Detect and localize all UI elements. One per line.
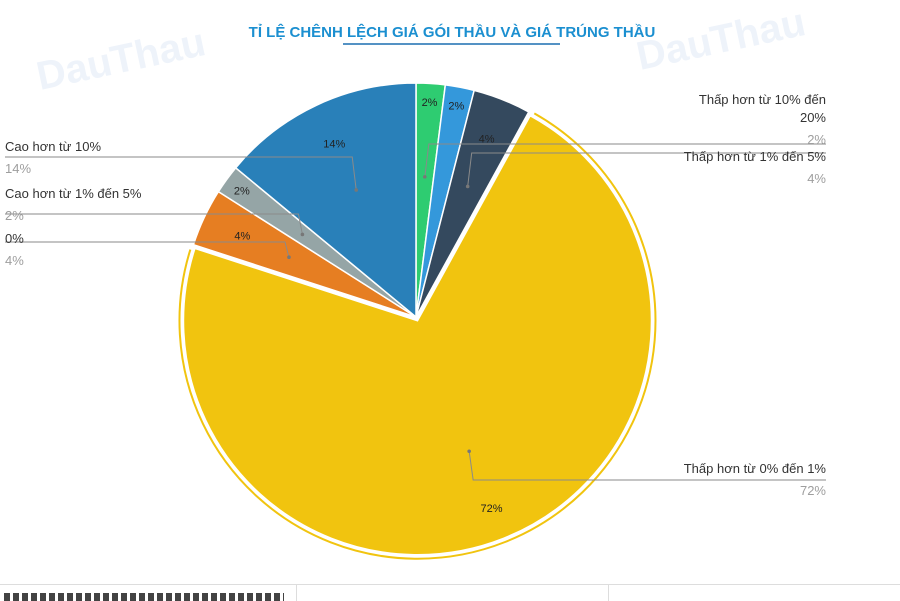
leader-line <box>467 152 826 187</box>
slice-value-label: 2% <box>234 185 250 197</box>
leader-line <box>468 451 826 481</box>
watermark-text: DauThau <box>33 20 210 99</box>
category-percent-label: 72% <box>800 483 826 498</box>
leader-dot <box>467 449 471 454</box>
leader-line <box>424 143 826 177</box>
cut-off-text <box>4 593 284 601</box>
category-percent-label: 2% <box>5 208 24 223</box>
slice-value-label: 14% <box>323 138 345 150</box>
slice-highlight-ring <box>178 112 657 560</box>
category-label: Thấp hơn từ 10% đến 20% <box>699 92 827 125</box>
category-percent-label: 14% <box>5 161 31 176</box>
column-divider <box>296 585 297 601</box>
category-label: Thấp hơn từ 0% đến 1% <box>684 461 827 476</box>
slice-value-label: 2% <box>448 101 464 113</box>
category-label: Thấp hơn từ 1% đến 5% <box>684 149 827 164</box>
slice-value-label: 72% <box>481 503 503 515</box>
pie-slice[interactable] <box>182 114 653 556</box>
category-percent-label: 2% <box>807 132 826 147</box>
leader-dot <box>465 184 470 189</box>
category-label: Cao hơn từ 1% đến 5% <box>5 186 142 201</box>
pie-slice[interactable] <box>415 89 530 318</box>
category-label: Cao hơn từ 10% <box>5 139 101 154</box>
bottom-content-strip <box>0 584 900 601</box>
slice-value-label: 4% <box>234 230 250 242</box>
leader-line <box>5 241 290 258</box>
leader-dot <box>423 175 427 179</box>
slice-value-label: 4% <box>479 134 495 146</box>
pie-slice[interactable] <box>234 82 417 319</box>
leader-dot <box>300 232 305 237</box>
leader-dot <box>287 255 291 260</box>
category-label: 0% <box>5 231 24 246</box>
watermark-text: DauThau <box>633 0 810 79</box>
leader-line <box>5 156 357 191</box>
leader-dot <box>354 188 359 192</box>
slice-value-label: 2% <box>422 97 438 109</box>
leader-line <box>5 213 303 235</box>
chart-title: TỈ LỆ CHÊNH LỆCH GIÁ GÓI THẦU VÀ GIÁ TRÚ… <box>249 23 656 41</box>
category-percent-label: 4% <box>807 171 826 186</box>
column-divider <box>608 585 609 601</box>
category-percent-label: 4% <box>5 253 24 268</box>
